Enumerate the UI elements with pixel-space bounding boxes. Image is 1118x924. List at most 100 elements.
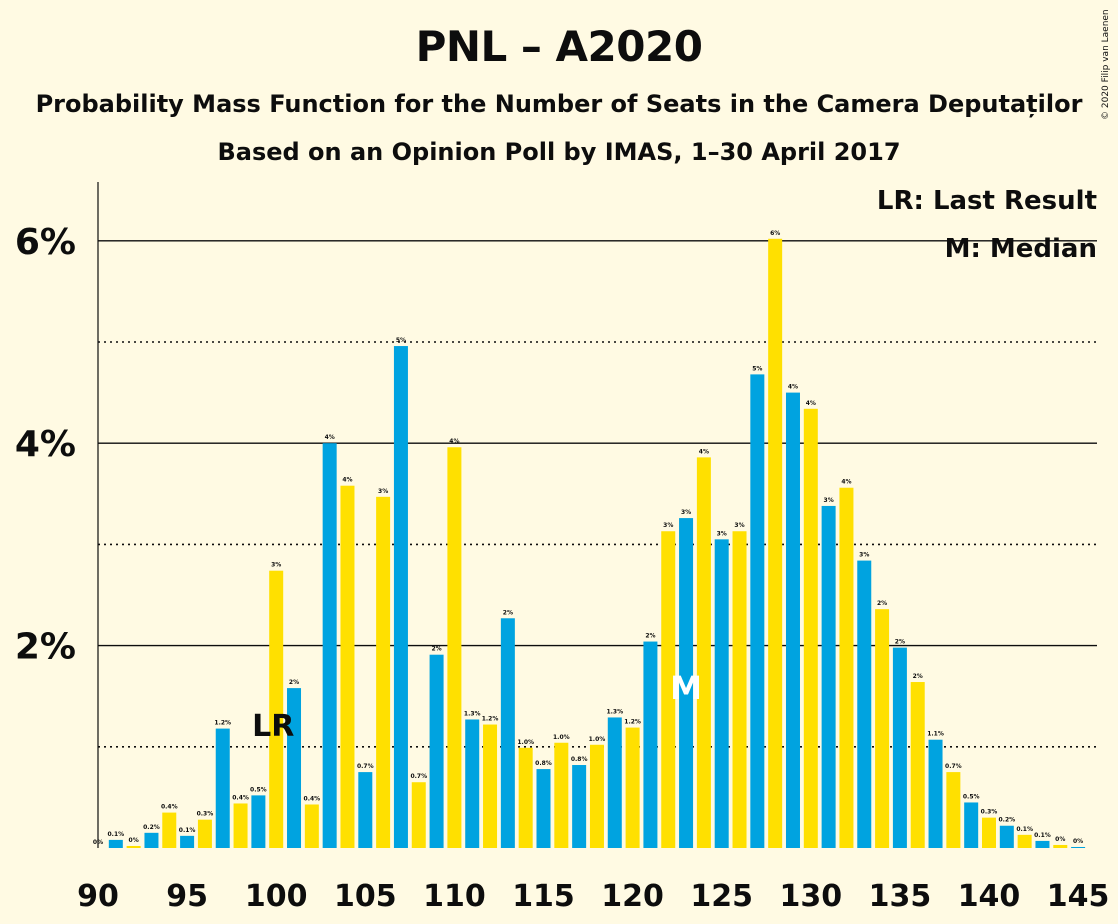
bar [750, 374, 765, 848]
data-labels: 0% 0.1% 0% 0.2% 0.4% 0.1% 0.3% 1.2% 0.4% 0.5% 3% 2%… [93, 230, 1083, 846]
bar [518, 747, 533, 848]
x-tick-label: 145 [1047, 879, 1110, 914]
bar [714, 539, 729, 848]
bar [821, 505, 836, 848]
bar [108, 839, 123, 848]
bar-data-label: 1.2% [482, 716, 499, 723]
bar [269, 570, 284, 848]
bar-data-label: 1.3% [606, 708, 623, 715]
bar-data-label: 2% [289, 679, 299, 686]
bar-data-label: 0% [1073, 838, 1083, 845]
bar [483, 724, 498, 848]
x-tick-label: 95 [166, 879, 208, 914]
y-axis-ticks: 2% 4% 6% [15, 222, 76, 668]
bar [340, 485, 355, 848]
bar [1053, 844, 1068, 848]
bar-data-label: 0.3% [981, 809, 998, 816]
bar-data-label: 2% [645, 633, 655, 640]
bar [233, 803, 248, 848]
legend-last-result: LR: Last Result [877, 186, 1097, 216]
bar [572, 765, 587, 848]
x-tick-label: 110 [423, 879, 486, 914]
bar-data-label: 2% [503, 609, 513, 616]
median-marker: M [670, 669, 702, 707]
bar-data-label: 3% [859, 552, 869, 559]
bar-data-label: 0.7% [357, 763, 374, 770]
bar [839, 487, 854, 848]
bar-data-label: 6% [770, 230, 780, 237]
x-tick-label: 120 [601, 879, 664, 914]
markers: LR M [252, 669, 702, 744]
bar-data-label: 1.0% [553, 734, 570, 741]
bar-data-label: 3% [681, 509, 691, 516]
bar [857, 560, 872, 848]
bar [803, 408, 818, 848]
x-tick-label: 105 [334, 879, 397, 914]
bar [892, 647, 907, 848]
bar [197, 819, 212, 848]
chart-subtitle-poll: Based on an Opinion Poll by IMAS, 1–30 A… [217, 138, 901, 166]
bar [465, 719, 480, 848]
bar-data-label: 0% [1055, 836, 1065, 843]
chart-title: PNL – A2020 [415, 22, 703, 71]
bar-data-label: 0.7% [945, 763, 962, 770]
bar [982, 817, 996, 848]
bar [447, 447, 462, 848]
bar [696, 457, 711, 848]
bar-data-label: 0.4% [304, 795, 321, 802]
bar-data-label: 1.2% [214, 720, 231, 727]
bar-data-label: 0.8% [571, 756, 588, 763]
bar-data-label: 0.5% [250, 786, 267, 793]
bar [661, 531, 676, 848]
bar [322, 443, 337, 848]
x-tick-label: 100 [245, 879, 308, 914]
bar [500, 618, 515, 848]
bar [358, 772, 373, 848]
bar [536, 769, 551, 848]
bar [144, 832, 159, 848]
y-tick-label: 2% [15, 627, 76, 668]
bar [554, 742, 569, 848]
bar-data-label: 1.2% [624, 719, 641, 726]
bar [1017, 834, 1032, 848]
bar-data-label: 0.7% [410, 773, 427, 780]
bar [928, 739, 943, 848]
bar [589, 744, 604, 848]
bar-data-label: 2% [913, 673, 923, 680]
bar-data-label: 3% [271, 562, 281, 569]
bar [999, 825, 1014, 848]
bar-data-label: 1.0% [517, 739, 534, 746]
x-tick-label: 140 [958, 879, 1021, 914]
bars [108, 238, 1086, 848]
x-tick-label: 125 [690, 879, 753, 914]
bar-data-label: 4% [841, 479, 851, 486]
bar-data-label: 2% [895, 639, 905, 646]
bar-data-label: 0.1% [1034, 832, 1051, 839]
bar-data-label: 3% [717, 530, 727, 537]
bar [625, 727, 640, 848]
bar [180, 835, 195, 848]
bar-data-label: 1.0% [589, 736, 606, 743]
bar [393, 346, 408, 848]
x-tick-label: 115 [512, 879, 575, 914]
bar [607, 717, 622, 848]
bar [946, 772, 961, 848]
bar [251, 795, 266, 848]
x-tick-label: 130 [779, 879, 842, 914]
bar-data-label: 0.1% [179, 827, 196, 834]
bar-data-label: 5% [396, 337, 406, 344]
bar-data-label: 3% [378, 488, 388, 495]
bar [411, 782, 426, 848]
bar-data-label: 0.1% [107, 831, 124, 838]
x-tick-label: 90 [77, 879, 119, 914]
bar-data-label: 4% [449, 438, 459, 445]
bar-data-label: 1.1% [927, 731, 944, 738]
bar-data-label: 0.1% [1016, 826, 1033, 833]
bar-data-label: 0.2% [143, 824, 160, 831]
bar [785, 392, 800, 848]
bar [679, 518, 694, 848]
bar [304, 804, 319, 848]
bar-data-label: 3% [663, 522, 673, 529]
bar-data-label: 4% [788, 384, 798, 391]
bar-data-label: 0.4% [161, 804, 178, 811]
